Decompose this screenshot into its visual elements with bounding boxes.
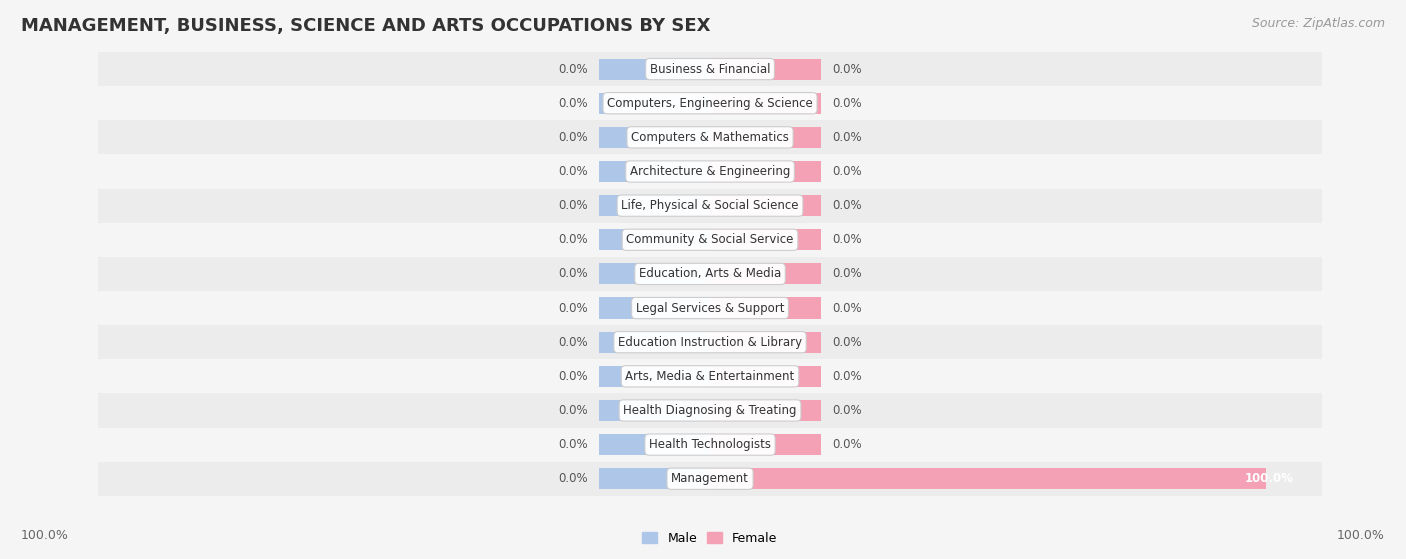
Bar: [710, 161, 821, 182]
Text: 0.0%: 0.0%: [558, 165, 588, 178]
Bar: [599, 331, 710, 353]
Bar: [710, 297, 821, 319]
Text: 0.0%: 0.0%: [558, 438, 588, 451]
Text: Architecture & Engineering: Architecture & Engineering: [630, 165, 790, 178]
Text: 0.0%: 0.0%: [558, 233, 588, 247]
Bar: [710, 59, 821, 80]
Text: 0.0%: 0.0%: [558, 472, 588, 485]
Text: 0.0%: 0.0%: [558, 370, 588, 383]
Text: 0.0%: 0.0%: [558, 404, 588, 417]
Legend: Male, Female: Male, Female: [643, 532, 778, 545]
Bar: [98, 325, 1322, 359]
Text: 0.0%: 0.0%: [558, 267, 588, 281]
Text: 0.0%: 0.0%: [832, 97, 862, 110]
Text: 0.0%: 0.0%: [558, 131, 588, 144]
Bar: [98, 120, 1322, 154]
Bar: [710, 434, 821, 455]
Bar: [98, 188, 1322, 222]
Text: Arts, Media & Entertainment: Arts, Media & Entertainment: [626, 370, 794, 383]
Bar: [599, 93, 710, 114]
Bar: [98, 257, 1322, 291]
Bar: [710, 263, 821, 285]
Bar: [599, 263, 710, 285]
Text: 0.0%: 0.0%: [558, 97, 588, 110]
Bar: [710, 400, 821, 421]
Text: 0.0%: 0.0%: [558, 336, 588, 349]
Text: Education, Arts & Media: Education, Arts & Media: [638, 267, 782, 281]
Bar: [98, 52, 1322, 86]
Bar: [98, 291, 1322, 325]
Text: 0.0%: 0.0%: [832, 370, 862, 383]
Bar: [98, 154, 1322, 188]
Text: 0.0%: 0.0%: [832, 438, 862, 451]
Text: 0.0%: 0.0%: [832, 165, 862, 178]
Bar: [710, 93, 821, 114]
Text: 100.0%: 100.0%: [1244, 472, 1294, 485]
Text: 0.0%: 0.0%: [832, 267, 862, 281]
Bar: [599, 400, 710, 421]
Bar: [710, 468, 1265, 489]
Text: 0.0%: 0.0%: [832, 233, 862, 247]
Bar: [599, 468, 710, 489]
Text: Computers, Engineering & Science: Computers, Engineering & Science: [607, 97, 813, 110]
Text: 100.0%: 100.0%: [1337, 529, 1385, 542]
Bar: [599, 127, 710, 148]
Text: Management: Management: [671, 472, 749, 485]
Bar: [710, 366, 821, 387]
Bar: [599, 434, 710, 455]
Text: Health Technologists: Health Technologists: [650, 438, 770, 451]
Bar: [599, 297, 710, 319]
Text: Education Instruction & Library: Education Instruction & Library: [619, 336, 801, 349]
Text: 0.0%: 0.0%: [832, 404, 862, 417]
Bar: [98, 359, 1322, 394]
Bar: [710, 229, 821, 250]
Bar: [98, 394, 1322, 428]
Bar: [98, 222, 1322, 257]
Text: 0.0%: 0.0%: [832, 336, 862, 349]
Bar: [710, 195, 821, 216]
Text: Life, Physical & Social Science: Life, Physical & Social Science: [621, 199, 799, 212]
Text: 0.0%: 0.0%: [558, 199, 588, 212]
Bar: [98, 86, 1322, 120]
Bar: [98, 428, 1322, 462]
Text: Computers & Mathematics: Computers & Mathematics: [631, 131, 789, 144]
Text: 0.0%: 0.0%: [832, 199, 862, 212]
Text: MANAGEMENT, BUSINESS, SCIENCE AND ARTS OCCUPATIONS BY SEX: MANAGEMENT, BUSINESS, SCIENCE AND ARTS O…: [21, 17, 710, 35]
Text: Business & Financial: Business & Financial: [650, 63, 770, 75]
Text: Community & Social Service: Community & Social Service: [626, 233, 794, 247]
Text: 0.0%: 0.0%: [832, 63, 862, 75]
Bar: [98, 462, 1322, 496]
Bar: [599, 366, 710, 387]
Bar: [599, 59, 710, 80]
Text: 0.0%: 0.0%: [832, 131, 862, 144]
Text: Health Diagnosing & Treating: Health Diagnosing & Treating: [623, 404, 797, 417]
Text: 0.0%: 0.0%: [558, 301, 588, 315]
Text: Source: ZipAtlas.com: Source: ZipAtlas.com: [1251, 17, 1385, 30]
Bar: [710, 331, 821, 353]
Text: 0.0%: 0.0%: [832, 301, 862, 315]
Text: Legal Services & Support: Legal Services & Support: [636, 301, 785, 315]
Bar: [599, 195, 710, 216]
Bar: [710, 127, 821, 148]
Text: 100.0%: 100.0%: [21, 529, 69, 542]
Bar: [599, 229, 710, 250]
Bar: [599, 161, 710, 182]
Text: 0.0%: 0.0%: [558, 63, 588, 75]
